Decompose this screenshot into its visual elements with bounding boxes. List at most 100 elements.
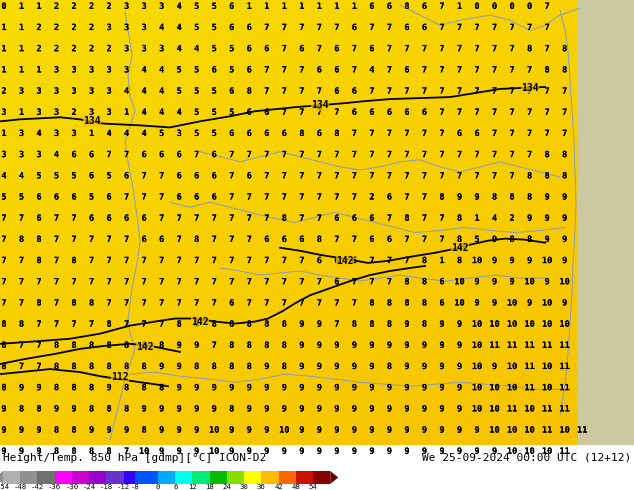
Text: 3: 3 bbox=[159, 2, 164, 11]
Text: 8: 8 bbox=[264, 319, 269, 329]
Text: 7: 7 bbox=[527, 129, 533, 138]
Text: 9: 9 bbox=[404, 447, 410, 456]
Text: 18: 18 bbox=[205, 485, 214, 490]
Text: 9: 9 bbox=[194, 447, 199, 456]
Text: 7: 7 bbox=[474, 150, 480, 159]
Text: 8: 8 bbox=[1, 341, 6, 350]
Text: 4: 4 bbox=[141, 87, 147, 96]
Text: 6: 6 bbox=[247, 66, 252, 74]
Text: 9: 9 bbox=[404, 341, 410, 350]
Text: 5: 5 bbox=[229, 44, 235, 53]
Text: 3: 3 bbox=[36, 87, 42, 96]
Text: 6: 6 bbox=[457, 129, 462, 138]
Text: 6: 6 bbox=[141, 150, 147, 159]
Text: 9: 9 bbox=[422, 341, 427, 350]
Text: 10: 10 bbox=[507, 319, 517, 329]
Text: 6: 6 bbox=[387, 2, 392, 11]
Text: 9: 9 bbox=[562, 193, 567, 201]
Text: 9: 9 bbox=[439, 341, 444, 350]
Text: 7: 7 bbox=[510, 66, 515, 74]
Text: -42: -42 bbox=[31, 485, 44, 490]
Text: 8: 8 bbox=[72, 298, 77, 307]
Text: 9: 9 bbox=[457, 362, 462, 371]
Text: 8: 8 bbox=[177, 319, 182, 329]
Text: 7: 7 bbox=[317, 277, 322, 286]
Text: 7: 7 bbox=[317, 23, 322, 32]
Text: 10: 10 bbox=[507, 447, 517, 456]
Text: 6: 6 bbox=[173, 485, 178, 490]
Text: 9: 9 bbox=[457, 319, 462, 329]
Text: 1: 1 bbox=[19, 2, 24, 11]
Text: 8: 8 bbox=[562, 150, 567, 159]
Text: 4: 4 bbox=[370, 66, 375, 74]
Text: 7: 7 bbox=[36, 362, 42, 371]
Text: 7: 7 bbox=[299, 87, 304, 96]
Text: 9: 9 bbox=[177, 362, 182, 371]
Text: 6: 6 bbox=[422, 23, 427, 32]
Text: 7: 7 bbox=[194, 277, 199, 286]
Text: -24: -24 bbox=[82, 485, 96, 490]
Text: 7: 7 bbox=[1, 256, 6, 265]
Text: 2: 2 bbox=[54, 23, 59, 32]
Text: 6: 6 bbox=[107, 214, 112, 223]
Text: 8: 8 bbox=[387, 319, 392, 329]
Text: 7: 7 bbox=[545, 129, 550, 138]
Text: 7: 7 bbox=[264, 172, 269, 180]
Text: 7: 7 bbox=[352, 193, 357, 201]
Text: 9: 9 bbox=[352, 426, 357, 435]
Text: 7: 7 bbox=[299, 298, 304, 307]
Text: 7: 7 bbox=[264, 150, 269, 159]
Text: 54: 54 bbox=[309, 485, 318, 490]
Text: 6: 6 bbox=[229, 87, 235, 96]
Text: 7: 7 bbox=[212, 298, 217, 307]
Text: 1: 1 bbox=[19, 23, 24, 32]
Text: 9: 9 bbox=[457, 383, 462, 392]
Text: 7: 7 bbox=[19, 362, 24, 371]
Text: 6: 6 bbox=[107, 193, 112, 201]
Text: 7: 7 bbox=[299, 277, 304, 286]
Bar bbox=[72, 471, 89, 484]
Text: 7: 7 bbox=[299, 172, 304, 180]
Text: 7: 7 bbox=[72, 277, 77, 286]
Polygon shape bbox=[0, 471, 3, 484]
Text: 8: 8 bbox=[212, 319, 217, 329]
Text: 6: 6 bbox=[36, 193, 42, 201]
Text: 9: 9 bbox=[474, 298, 480, 307]
Text: 7: 7 bbox=[247, 256, 252, 265]
Text: 7: 7 bbox=[545, 87, 550, 96]
Text: 7: 7 bbox=[492, 66, 497, 74]
Text: 7: 7 bbox=[404, 44, 410, 53]
Text: 7: 7 bbox=[229, 235, 235, 244]
Text: 5: 5 bbox=[212, 108, 217, 117]
Text: 8: 8 bbox=[492, 193, 497, 201]
Text: 7: 7 bbox=[422, 214, 427, 223]
Text: 6: 6 bbox=[247, 172, 252, 180]
Text: 6: 6 bbox=[404, 23, 410, 32]
Text: 7: 7 bbox=[439, 2, 444, 11]
Text: 5: 5 bbox=[54, 172, 59, 180]
Text: 9: 9 bbox=[194, 341, 199, 350]
Text: 7: 7 bbox=[281, 277, 287, 286]
Text: 7: 7 bbox=[264, 66, 269, 74]
Text: 7: 7 bbox=[247, 193, 252, 201]
Text: 7: 7 bbox=[439, 66, 444, 74]
Text: 1: 1 bbox=[19, 108, 24, 117]
Text: 8: 8 bbox=[422, 277, 427, 286]
Text: 6: 6 bbox=[177, 172, 182, 180]
Text: 9: 9 bbox=[352, 404, 357, 414]
Text: 9: 9 bbox=[264, 362, 269, 371]
Text: 9: 9 bbox=[527, 298, 533, 307]
Text: 7: 7 bbox=[107, 256, 112, 265]
Text: 8: 8 bbox=[72, 447, 77, 456]
Text: 8: 8 bbox=[387, 362, 392, 371]
Text: 7: 7 bbox=[334, 319, 340, 329]
Text: 6: 6 bbox=[281, 235, 287, 244]
Text: 8: 8 bbox=[527, 193, 533, 201]
Text: 7: 7 bbox=[194, 214, 199, 223]
Text: 2: 2 bbox=[107, 2, 112, 11]
Text: 10: 10 bbox=[507, 298, 517, 307]
Text: 6: 6 bbox=[387, 235, 392, 244]
Text: 8: 8 bbox=[107, 404, 112, 414]
Text: 7: 7 bbox=[352, 298, 357, 307]
Text: 6: 6 bbox=[177, 193, 182, 201]
